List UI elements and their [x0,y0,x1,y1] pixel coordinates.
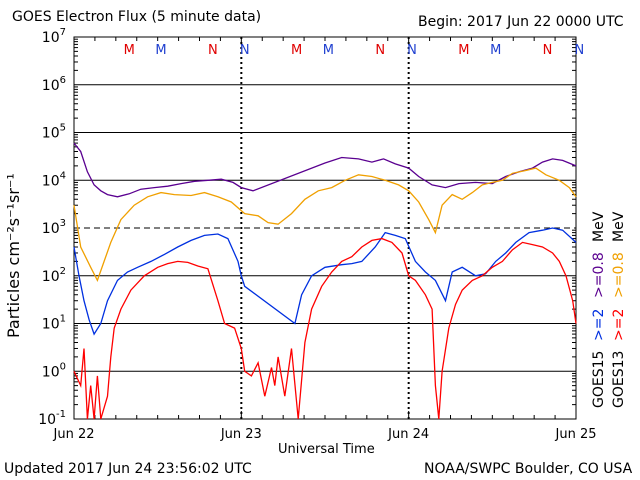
y-tick-label: 100 [42,361,66,380]
marker-label: M [490,43,501,58]
updated-time: Updated 2017 Jun 24 23:56:02 UTC [4,461,252,477]
marker-label: M [458,43,469,58]
y-tick-label: 104 [42,170,66,189]
x-axis-label: Universal Time [278,442,375,457]
legend-entry: >=2 [611,308,627,341]
series-line-goes15_08 [73,142,577,198]
marker-label: N [375,43,385,58]
x-tick-labels: Jun 22 Jun 23 Jun 24 Jun 25 [53,427,597,442]
series-line-goes13_08 [73,167,577,283]
y-tick-label: 10-1 [38,409,66,428]
grid-lines [73,37,577,420]
marker-label: N [407,43,417,58]
marker-label: M [155,43,166,58]
chart-title: GOES Electron Flux (5 minute data) [12,9,262,25]
legend-entry: >=2 [591,308,607,341]
legend-entry: >=0.8 [611,252,627,299]
y-tick-label: 103 [42,218,66,237]
y-tick-label: 106 [42,75,66,94]
begin-time: Begin: 2017 Jun 22 0000 UTC [418,14,624,30]
y-tick-label: 101 [42,314,66,333]
series-lines [73,142,577,420]
legend-entry: GOES13 [611,350,627,408]
legend-entry: >=0.8 [591,252,607,299]
credit-text: NOAA/SWPC Boulder, CO USA [424,461,633,477]
legend-entry: MeV [591,212,607,243]
marker-label: N [208,43,218,58]
legend-entry: GOES15 [591,350,607,408]
x-tick-label: Jun 24 [387,427,429,442]
marker-label: M [323,43,334,58]
y-tick-label: 107 [42,27,66,46]
marker-label: N [543,43,553,58]
y-axis-label: Particles cm⁻²s⁻¹sr⁻¹ [4,173,23,338]
series-line-goes13_2 [73,237,577,420]
legend-entry: MeV [611,212,627,243]
marker-label: M [291,43,302,58]
marker-label: N [574,43,584,58]
y-tick-label: 105 [42,123,66,142]
x-tick-label: Jun 23 [220,427,262,442]
y-tick-labels: 10-1 100 101 102 103 104 105 106 107 [38,27,66,428]
marker-label: M [124,43,135,58]
x-tick-label: Jun 25 [555,427,597,442]
marker-label: N [240,43,250,58]
x-tick-label: Jun 22 [53,427,95,442]
y-tick-label: 102 [42,266,66,285]
